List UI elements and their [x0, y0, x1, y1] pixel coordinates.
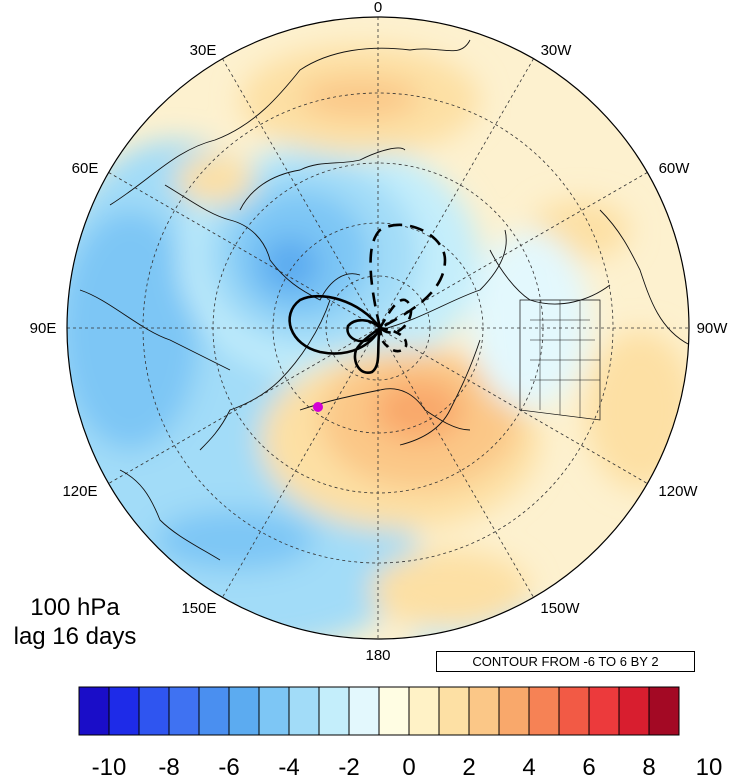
positive-contour-small — [353, 324, 383, 374]
colorbar-box — [558, 686, 590, 736]
lon-label-150e: 150E — [181, 600, 216, 617]
lag-title: lag 16 days — [13, 623, 137, 650]
positive-contour-inner — [346, 318, 382, 343]
anomaly-shading — [67, 17, 689, 639]
colorbar-box — [588, 686, 620, 736]
colorbar-box — [78, 686, 110, 736]
lon-label-60w: 60W — [659, 160, 691, 177]
colorbar-tick-label: -6 — [218, 754, 239, 779]
colorbar-box — [138, 686, 170, 736]
colorbar-tick-label: -10 — [92, 754, 127, 779]
pressure-level-title: 100 hPa — [30, 594, 120, 621]
contour-info-box: CONTOUR FROM -6 TO 6 BY 2 — [436, 651, 695, 672]
colorbar-box — [408, 686, 440, 736]
colorbar-box — [528, 686, 560, 736]
lon-label-60e: 60E — [72, 160, 99, 177]
station-marker — [313, 402, 323, 412]
colorbar-boxes — [78, 686, 680, 736]
colorbar-box — [618, 686, 650, 736]
colorbar-tick-label: 2 — [462, 754, 475, 779]
colorbar-tick-labels: -10 -8 -6 -4 -2 0 2 4 6 8 10 — [92, 754, 723, 779]
colorbar-tick-label: 10 — [696, 754, 723, 779]
lon-label-0: 0 — [374, 0, 382, 16]
contour-lines — [288, 223, 447, 374]
colorbar-box — [438, 686, 470, 736]
colorbar-box — [108, 686, 140, 736]
colorbar-box — [498, 686, 530, 736]
colorbar-box — [468, 686, 500, 736]
colorbar-tick-label: 0 — [402, 754, 415, 779]
negative-contour-outer — [369, 223, 447, 330]
colorbar-box — [348, 686, 380, 736]
lon-label-30w: 30W — [541, 42, 573, 59]
colorbar-tick-label: -4 — [278, 754, 299, 779]
colorbar-box — [318, 686, 350, 736]
coastlines — [79, 39, 689, 561]
lon-label-120w: 120W — [658, 483, 698, 500]
negative-contour-inner — [378, 298, 413, 334]
colorbar-tick-label: -2 — [338, 754, 359, 779]
negative-contour-small — [378, 326, 408, 353]
lon-label-90w: 90W — [697, 320, 729, 337]
lon-label-150w: 150W — [540, 600, 580, 617]
globe-border — [66, 16, 690, 640]
colorbar-tick-label: 6 — [582, 754, 595, 779]
colorbar-box — [258, 686, 290, 736]
lon-label-30e: 30E — [190, 42, 217, 59]
colorbar-box — [378, 686, 410, 736]
colorbar-box — [198, 686, 230, 736]
colorbar-tick-label: 8 — [642, 754, 655, 779]
lon-label-90e: 90E — [30, 320, 57, 337]
colorbar-tick-label: -8 — [158, 754, 179, 779]
colorbar: -10 -8 -6 -4 -2 0 2 4 6 8 10 — [78, 686, 723, 779]
longitude-labels: 0 30E 30W 60E 60W 90E 90W 120E 120W 150E… — [30, 0, 729, 664]
colorbar-tick-label: 4 — [522, 754, 535, 779]
lon-label-180: 180 — [365, 647, 390, 664]
graticule — [67, 17, 689, 639]
colorbar-box — [228, 686, 260, 736]
colorbar-box — [168, 686, 200, 736]
lon-label-120e: 120E — [62, 483, 97, 500]
colorbar-box — [288, 686, 320, 736]
colorbar-box — [648, 686, 680, 736]
